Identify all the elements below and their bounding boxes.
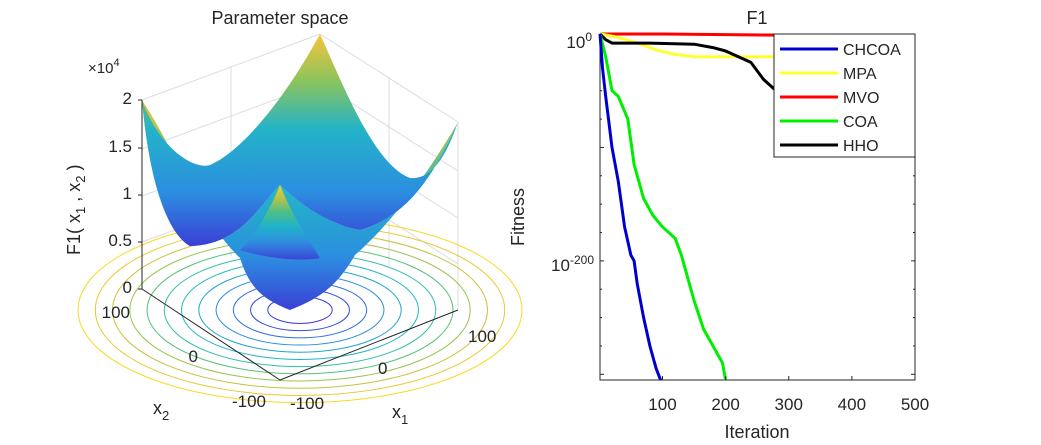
legend: CHCOA MPA MVO COA HHO — [773, 33, 916, 158]
y-axis-label: Fitness — [508, 188, 528, 246]
y-tick-label: 100 — [566, 30, 592, 52]
x-tick-label: 500 — [901, 395, 929, 414]
x2-axis-label: x2 — [153, 398, 169, 423]
x-tick-label: 100 — [648, 395, 676, 414]
z-tick: 1.5 — [108, 137, 132, 156]
convergence-plot: F1 100 200 300 400 500 100 10-200 Iteration … — [508, 8, 929, 442]
surface-title: Parameter space — [211, 8, 348, 28]
x-tick-label: 400 — [838, 395, 866, 414]
legend-label-hho: HHO — [843, 138, 879, 155]
x1-axis-label: x1 — [392, 402, 408, 427]
z-tick: 0.5 — [108, 231, 132, 250]
x-tick: 100 — [468, 327, 496, 346]
x-axis-label: Iteration — [724, 422, 789, 442]
surface-axes — [138, 99, 459, 381]
x-tick: -100 — [290, 394, 324, 413]
series-line-coa — [598, 33, 728, 381]
convergence-title: F1 — [746, 8, 767, 28]
y-tick: 100 — [102, 303, 130, 322]
surface-plot: Parameter space — [64, 8, 523, 427]
x-tick-label: 200 — [711, 395, 739, 414]
y-tick: -100 — [232, 392, 266, 411]
y-tick-label: 10-200 — [551, 253, 594, 275]
surface-front-peak — [240, 185, 320, 260]
z-tick: 1 — [123, 184, 132, 203]
series-line-mpa — [599, 32, 777, 59]
legend-label-chcoa: CHCOA — [843, 42, 901, 59]
z-tick: 2 — [123, 89, 132, 108]
y-tick: 0 — [189, 347, 198, 366]
z-tick: 0 — [123, 278, 132, 297]
series-line-mvo — [600, 32, 777, 37]
x-tick: 0 — [378, 359, 387, 378]
x-tick-label: 300 — [775, 395, 803, 414]
legend-label-coa: COA — [843, 114, 878, 131]
legend-label-mpa: MPA — [843, 66, 877, 83]
z-axis-label: F1( x1 , x2 ) — [64, 165, 88, 256]
surface-mesh — [142, 100, 458, 310]
series-line-chcoa — [598, 33, 662, 381]
x-ticks: 100 200 300 400 500 — [648, 376, 929, 414]
surface-back — [142, 34, 458, 246]
legend-label-mvo: MVO — [843, 90, 879, 107]
z-exponent-label: ×104 — [88, 57, 120, 77]
